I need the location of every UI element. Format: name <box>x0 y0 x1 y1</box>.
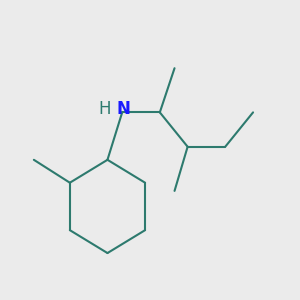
Text: N: N <box>117 100 131 118</box>
Text: H: H <box>98 100 110 118</box>
